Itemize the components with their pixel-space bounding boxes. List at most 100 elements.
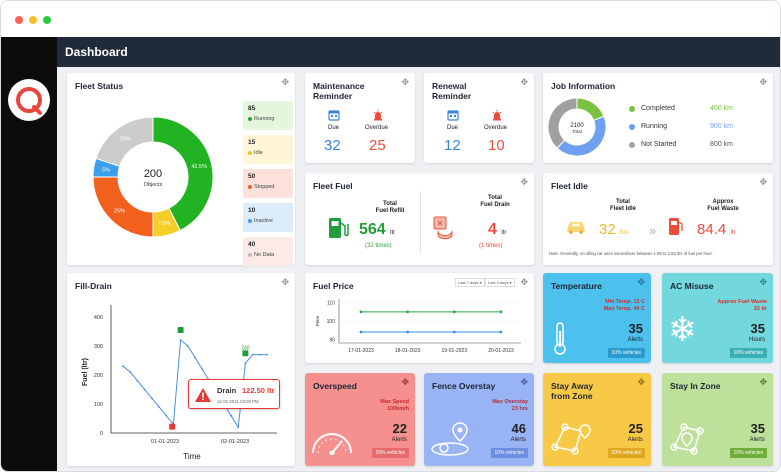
y-axis-title: Fuel (ltr) [82,358,89,386]
overdue-count: 10 [488,137,505,154]
y-tick-label: 100 [327,319,336,325]
move-icon[interactable]: ✥ [401,377,409,387]
route-zone-icon [551,423,591,455]
refill-marker-icon[interactable] [177,327,184,334]
donut-slice[interactable] [152,116,214,232]
job-legend-item: Not Started 800 km [629,141,733,148]
fence-overstay-card: Fence Overstay ✥ Max Overstay 23 hrs 46 … [424,373,534,466]
fuel-waste-number: 84.4 [697,221,727,238]
move-icon[interactable]: ✥ [637,277,645,287]
card-title: Fleet Fuel [313,181,353,191]
status-box-stopped[interactable]: 50 Stopped [243,169,293,198]
fuel-drain-label: Total Fuel Drain [465,195,525,209]
fence-badge: 10% vehicles [490,448,528,458]
price-point[interactable] [359,310,363,314]
fuel-waste-value: 84.4 ltr [697,221,736,239]
overspeed-card: Overspeed ✥ Max Speed 100km/h 22 Alerts … [305,373,415,466]
status-label-text: Running [254,116,275,122]
price-point[interactable] [406,310,410,314]
status-label: No Data [248,252,288,258]
fuel-refill-label: Total Fuel Refill [360,201,420,215]
slice-label: 25% [114,209,125,215]
price-point[interactable] [452,330,456,334]
left-sidebar [1,37,57,471]
move-icon[interactable]: ✥ [637,377,645,387]
y-tick-label: 90 [329,337,335,343]
move-icon[interactable]: ✥ [281,277,289,287]
move-icon[interactable]: ✥ [759,377,767,387]
chevron-down-icon: ▾ [509,280,512,285]
job-slice[interactable] [547,97,578,149]
app-logo[interactable] [8,79,50,121]
overspeed-line1: Max Speed [380,399,409,405]
move-icon[interactable]: ✥ [520,177,528,187]
legend-value: 800 km [710,141,733,148]
move-icon[interactable]: ✥ [281,77,289,87]
fuel-drain-number: 4 [488,221,497,238]
calendar-icon [447,110,459,121]
status-box-no-data[interactable]: 40 No Data [243,237,293,266]
price-point[interactable] [499,310,503,314]
fuel-refill-label-line1: Total [383,201,397,207]
move-icon[interactable]: ✥ [520,77,528,87]
drain-marker-icon[interactable] [169,423,176,430]
status-count: 50 [248,173,256,180]
fuel-drain-label-line1: Total [488,195,502,201]
fleet-idle-number: 32 [599,221,616,238]
close-window-button[interactable] [15,16,23,24]
alarm-icon [373,110,383,121]
status-count: 40 [248,241,256,248]
fuel-refill-number: 564 [359,221,386,238]
stay-away-sub: Alerts [627,437,643,443]
window-titlebar [1,1,780,37]
move-icon[interactable]: ✥ [759,177,767,187]
legend-unit: km [723,105,733,112]
x-tick-label: 20-01-2023 [488,348,514,354]
refill-marker-icon[interactable] [242,350,249,357]
x-axis-title: Time [183,452,201,461]
status-dot [248,185,252,189]
move-icon[interactable]: ✥ [759,277,767,287]
move-icon[interactable]: ✥ [759,77,767,87]
maintenance-card: Maintenance Reminder ✥ Due Overdue 32 25 [305,73,415,163]
price-point[interactable] [406,330,410,334]
legend-unit: km [723,123,733,130]
temperature-line1: Min Temp. 13 C [605,299,645,305]
card-title: Stay In Zone [670,381,721,391]
move-icon[interactable]: ✥ [401,77,409,87]
job-slice[interactable] [576,97,605,122]
donut-slice[interactable] [95,116,154,167]
y-tick-label: 100 [94,402,103,408]
status-dot [248,117,252,121]
price-point[interactable] [359,330,363,334]
status-dot [248,253,252,257]
status-box-running[interactable]: 85 Running [243,101,293,130]
ac-misuse-line1: Approx Fuel Waste [717,299,767,305]
status-box-idle[interactable]: 15 Idle [243,135,293,164]
move-icon[interactable]: ✥ [520,377,528,387]
fence-sub: Alerts [510,437,526,443]
fuel-drain-value: 4 ltr [488,221,506,239]
x-tick-label: 01-01-2023 [151,439,179,445]
legend-value: 400 km [710,105,733,112]
fleet-idle-label-line2: Fleet Idle [609,206,636,212]
legend-label: Running [641,123,668,130]
price-point[interactable] [452,310,456,314]
minimize-window-button[interactable] [29,16,37,24]
price-point[interactable] [499,330,503,334]
fuel-price-card: Fuel Price Last 7 days ▾ Last 4 days ▾ ✥… [305,273,534,363]
drain-tooltip-title: Drain [217,386,237,395]
range-select-1[interactable]: Last 7 days ▾ [455,278,485,287]
alarm-icon [492,110,502,121]
fleet-idle-value: 32 hrs [599,221,628,239]
legend-number: 400 [710,105,724,112]
range-select-2[interactable]: Last 4 days ▾ [485,278,515,287]
move-icon[interactable]: ✥ [520,277,528,287]
slice-label: 5% [102,168,110,174]
maximize-window-button[interactable] [43,16,51,24]
fuel-pump-icon [329,218,349,238]
status-box-inactive[interactable]: 10 Inactive [243,203,293,232]
ac-misuse-value: 35 [750,321,765,336]
refill-marker-label: 240 [241,345,250,351]
